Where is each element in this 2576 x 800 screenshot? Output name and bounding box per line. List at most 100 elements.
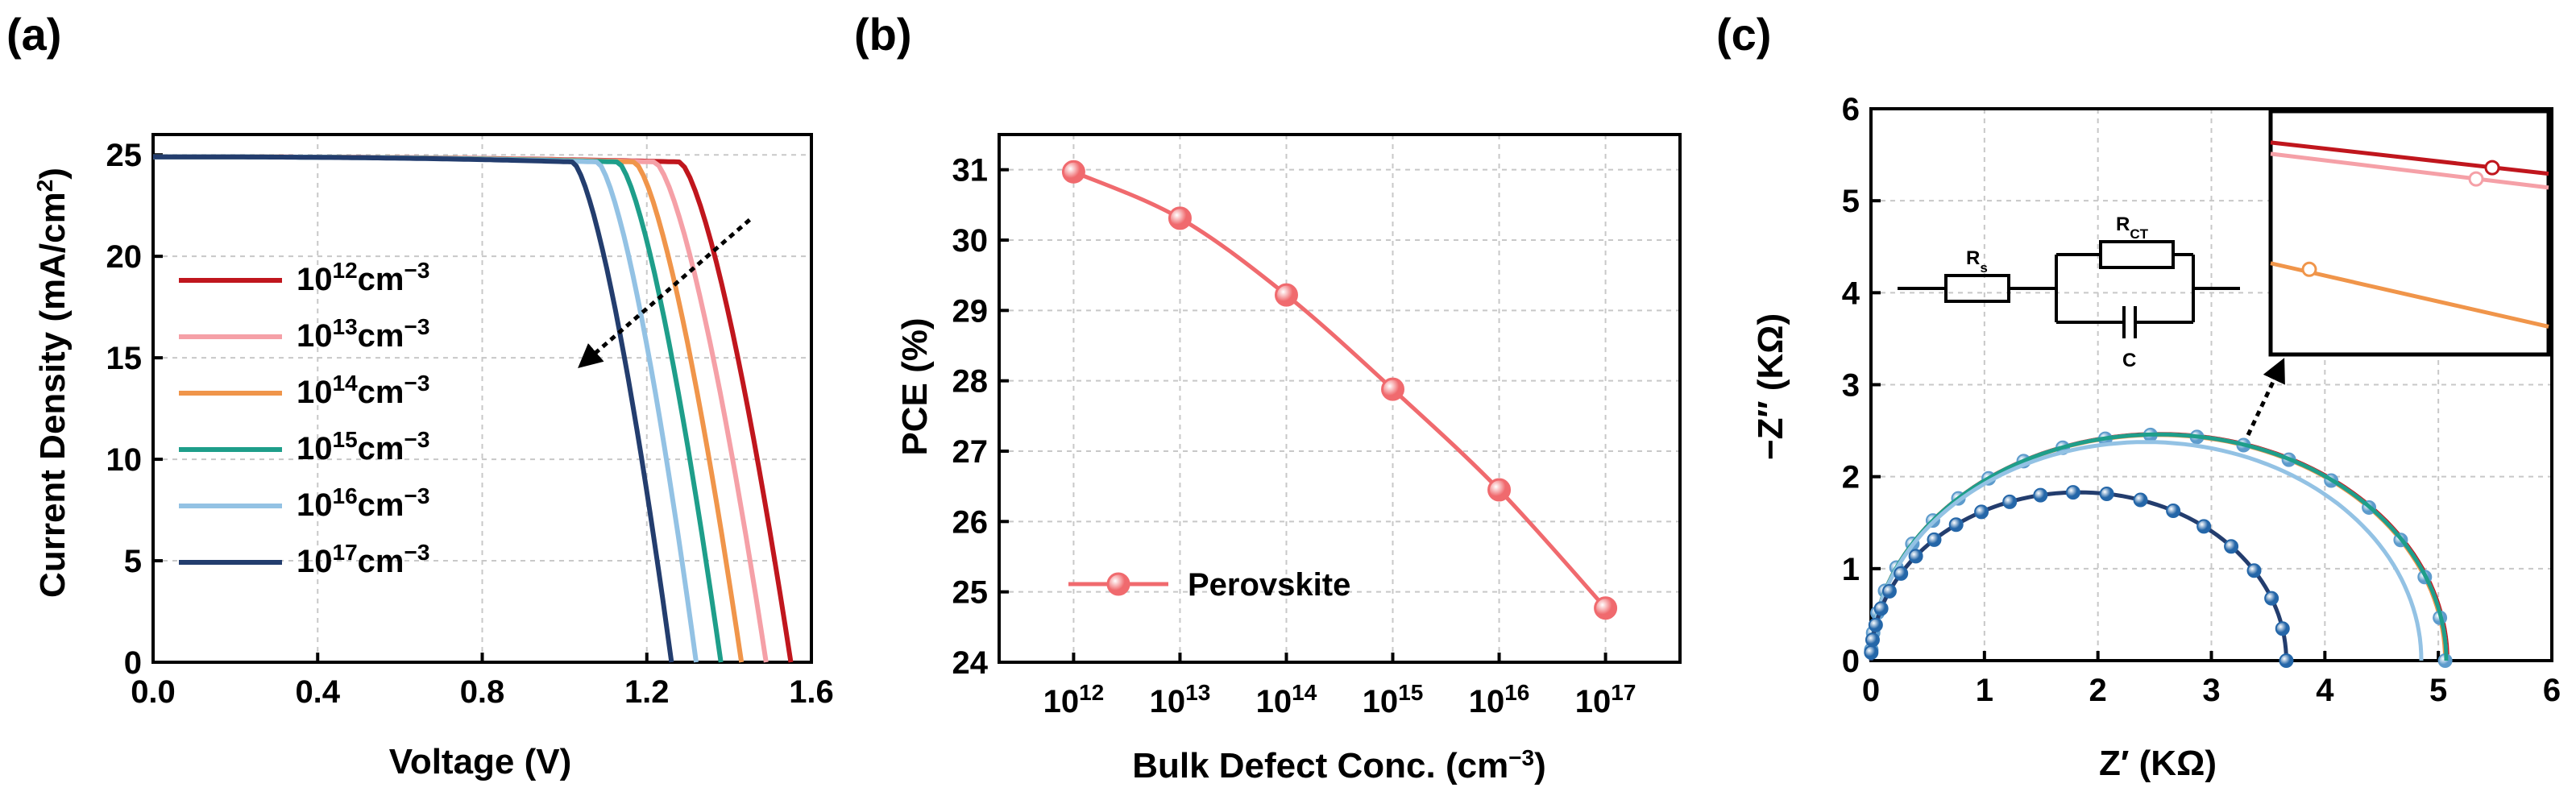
chart-b-frame [998,133,1682,664]
nyquist-arc-10^16 [1869,440,2424,661]
jv-curve-16 [153,154,699,663]
label-rs: Rs [1966,247,1988,276]
chart-a-ytick-label: 25 [106,138,143,173]
chart-a-xtick-label: 0.4 [295,674,340,710]
nyquist-point-10^17 [2033,487,2048,503]
pce-point [1274,283,1298,307]
chart-a-xlabel: Voltage (V) [389,742,572,781]
inset-point [2468,171,2484,187]
chart-c-xtick-label: 2 [2089,673,2107,708]
nyquist-point-10^17 [2065,485,2080,500]
legend-label-16: 1016cm−3 [297,483,429,524]
legend-label-17: 1017cm−3 [297,540,429,580]
label-rct: RCT [2116,213,2149,242]
nyquist-point-10^17 [2264,591,2279,606]
chart-a-xtick-label: 0.0 [131,674,176,710]
nyquist-point-10^17 [2279,653,2294,668]
chart-c-xtick-label: 6 [2543,673,2561,708]
legend-label-14: 1014cm−3 [297,371,429,411]
nyquist-point-10^17 [2166,504,2181,519]
chart-a-ytick-label: 0 [124,645,142,681]
chart-b-ytick-label: 31 [952,153,989,189]
inset-line-1 [2270,151,2549,190]
nyquist-point-10^17 [2196,519,2212,534]
panel-label-c: (c) [1716,9,1771,60]
chart-a-xtick-label: 1.2 [624,674,670,710]
chart-c-ytick-label: 2 [1842,460,1860,495]
nyquist-point-10^17 [1881,583,1897,599]
nyquist-point-10^17 [1868,617,1883,632]
chart-c-ylabel: −Z″ (KΩ) [1751,313,1790,460]
nyquist-point-10^17 [1864,645,1879,660]
nyquist-arc-10^14 [1869,433,2448,661]
pce-point [1487,478,1512,502]
jv-curve-12 [153,154,794,663]
chart-b-ylabel: PCE (%) [895,317,935,455]
pce-point [1168,206,1192,230]
inset-line-0 [2270,140,2549,176]
chart-b-ytick-label: 28 [952,364,989,400]
nyquist-arc-10^13 [1869,432,2449,661]
panel-label-b: (b) [854,9,912,60]
chart-b-xtick-label: 1013 [1150,680,1211,720]
chart-a-ytick-label: 20 [106,239,143,275]
chart-b-ytick-label: 26 [952,504,989,540]
inset-line-2 [2270,261,2549,329]
chart-b-ytick-label: 29 [952,293,989,329]
chart-a-ytick-label: 5 [124,544,142,579]
chart-c-xtick-label: 4 [2316,673,2334,708]
chart-b-xtick-label: 1014 [1256,680,1317,720]
chart-a-xtick-label: 1.6 [789,674,834,710]
nyquist-point-10^17 [2099,487,2114,502]
nyquist-point-10^17 [1873,601,1889,616]
nyquist-arc-10^15 [1869,432,2449,661]
chart-a-ytick-label: 10 [106,442,143,478]
chart-c-ytick-label: 3 [1842,368,1860,404]
equivalent-circuit: Rs RCT C [1898,213,2240,371]
pce-point [1594,596,1618,620]
chart-c-ytick-label: 0 [1842,644,1860,679]
legend-label-perovskite: Perovskite [1188,567,1350,603]
label-c: C [2122,350,2136,371]
inset [2268,109,2551,357]
resistor-rs [1944,274,2010,303]
chart-c-xtick-label: 0 [1862,673,1880,708]
chart-b-xtick-label: 1017 [1575,680,1636,720]
chart-c-xlabel: Z′ (KΩ) [2099,744,2217,783]
jv-curve-17 [153,154,674,663]
jv-curve-13 [153,154,769,663]
chart-c: 0 1 2 3 4 5 6 0 1 2 3 4 5 6 Rs RCT C [1842,92,2561,708]
nyquist-arc-10^12 [1869,432,2449,661]
nyquist-point-10^17 [1974,504,1989,520]
nyquist-point-10^17 [1908,549,1923,564]
nyquist-point-10^17 [2275,621,2290,636]
chart-a-xtick-label: 0.8 [460,674,505,710]
nyquist-point-10^17 [1894,566,1909,581]
nyquist-point-10^17 [2133,492,2148,508]
resistor-rct [2099,240,2175,269]
chart-c-ytick-label: 5 [1842,184,1860,219]
pce-point [1061,160,1085,184]
chart-c-ytick-label: 6 [1842,92,1860,127]
chart-a-ytick-label: 15 [106,341,143,376]
chart-b: 1012 1013 1014 1015 1016 1017 24 25 26 27 28 29 30 31… [952,133,1682,720]
inset-frame [2268,109,2551,357]
nyquist-point-10^17 [1948,517,1964,533]
chart-b-xtick-label: 1016 [1469,680,1530,720]
chart-c-xtick-label: 3 [2202,673,2220,708]
chart-b-ytick-label: 30 [952,223,989,259]
inset-point [2301,261,2317,277]
nyquist-point-10^17 [2002,494,2018,509]
zoom-arrow [2246,358,2285,437]
chart-b-xtick-label: 1015 [1363,680,1424,720]
chart-a: 0.0 0.4 0.8 1.2 1.6 0 5 10 15 20 25 1012cm−3 1013cm−… [106,133,834,710]
trend-arrow [578,218,752,368]
chart-b-xtick-label: 1012 [1043,680,1105,720]
legend-marker-perovskite [1106,572,1130,596]
nyquist-point-10^17 [2224,539,2239,554]
chart-c-xtick-label: 1 [1976,673,1993,708]
jv-curve-14 [153,154,745,663]
pce-line [1072,169,1607,610]
chart-c-xtick-label: 5 [2429,673,2447,708]
